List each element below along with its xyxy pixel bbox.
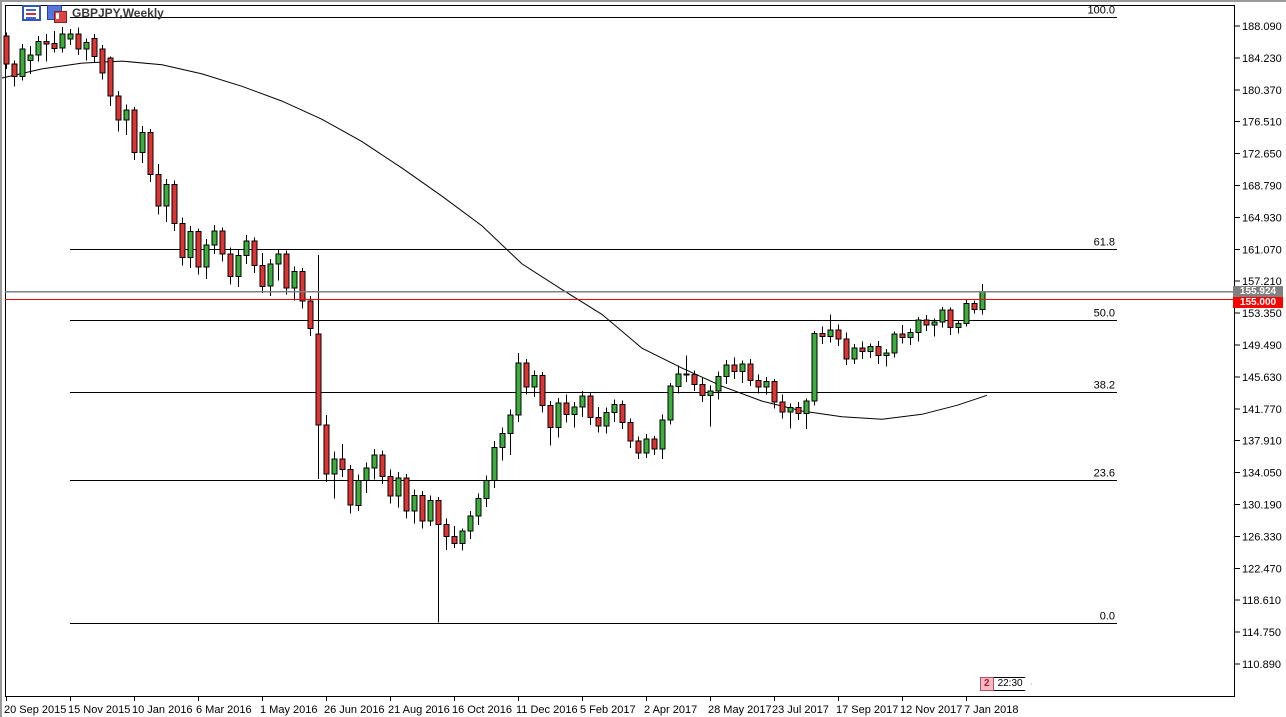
svg-text:38.2: 38.2: [1094, 380, 1115, 392]
chart-header: GBPJPY,Weekly: [22, 5, 164, 23]
svg-text:10 Jan 2016: 10 Jan 2016: [132, 704, 193, 716]
svg-text:157.210: 157.210: [1242, 276, 1282, 288]
svg-text:164.930: 164.930: [1242, 212, 1282, 224]
svg-text:20 Sep 2015: 20 Sep 2015: [4, 704, 66, 716]
svg-text:11 Dec 2016: 11 Dec 2016: [516, 704, 578, 716]
chart-bars-icon[interactable]: [47, 5, 67, 23]
symbol-title: GBPJPY,Weekly: [72, 6, 164, 20]
svg-text:26 Jun 2016: 26 Jun 2016: [324, 704, 385, 716]
svg-text:180.370: 180.370: [1242, 85, 1282, 97]
time-marker: 2 22:30: [980, 677, 1032, 691]
svg-text:0.0: 0.0: [1100, 611, 1115, 623]
svg-text:126.330: 126.330: [1242, 531, 1282, 543]
svg-text:141.770: 141.770: [1242, 404, 1282, 416]
svg-text:23 Jul 2017: 23 Jul 2017: [772, 704, 829, 716]
svg-text:168.790: 168.790: [1242, 181, 1282, 193]
svg-text:28 May 2017: 28 May 2017: [708, 704, 772, 716]
svg-text:114.750: 114.750: [1242, 627, 1281, 639]
svg-text:6 Mar 2016: 6 Mar 2016: [196, 704, 252, 716]
svg-text:145.630: 145.630: [1242, 372, 1282, 384]
svg-text:7 Jan 2018: 7 Jan 2018: [964, 704, 1018, 716]
svg-text:61.8: 61.8: [1094, 237, 1115, 249]
svg-text:176.510: 176.510: [1242, 117, 1282, 129]
alert-price-badge: 155.000: [1233, 297, 1283, 308]
bid-price-badge: 155.924: [1233, 286, 1283, 297]
svg-text:12 Nov 2017: 12 Nov 2017: [900, 704, 962, 716]
svg-text:161.070: 161.070: [1242, 244, 1282, 256]
svg-text:149.490: 149.490: [1242, 340, 1282, 352]
svg-text:137.910: 137.910: [1242, 436, 1282, 448]
svg-text:2 Apr 2017: 2 Apr 2017: [644, 704, 697, 716]
svg-text:100.0: 100.0: [1087, 5, 1115, 17]
svg-text:5 Feb 2017: 5 Feb 2017: [580, 704, 636, 716]
svg-text:172.650: 172.650: [1242, 149, 1282, 161]
svg-text:122.470: 122.470: [1242, 563, 1282, 575]
svg-text:184.230: 184.230: [1242, 53, 1282, 65]
svg-text:17 Sep 2017: 17 Sep 2017: [836, 704, 898, 716]
svg-text:23.6: 23.6: [1094, 468, 1115, 480]
svg-text:118.610: 118.610: [1242, 595, 1281, 607]
market-watch-icon[interactable]: [22, 5, 41, 21]
svg-text:130.190: 130.190: [1242, 500, 1282, 512]
time-marker-tag: 22:30: [994, 677, 1032, 691]
svg-text:110.890: 110.890: [1242, 659, 1281, 671]
svg-text:16 Oct 2016: 16 Oct 2016: [452, 704, 512, 716]
svg-text:1 May 2016: 1 May 2016: [260, 704, 317, 716]
svg-text:21 Aug 2016: 21 Aug 2016: [388, 704, 450, 716]
svg-text:15 Nov 2015: 15 Nov 2015: [68, 704, 130, 716]
svg-text:134.050: 134.050: [1242, 468, 1282, 480]
moving-average-line: [2, 60, 988, 420]
svg-text:50.0: 50.0: [1094, 308, 1115, 320]
time-marker-number: 2: [980, 677, 994, 691]
svg-text:153.350: 153.350: [1242, 308, 1282, 320]
svg-text:188.090: 188.090: [1242, 21, 1282, 33]
